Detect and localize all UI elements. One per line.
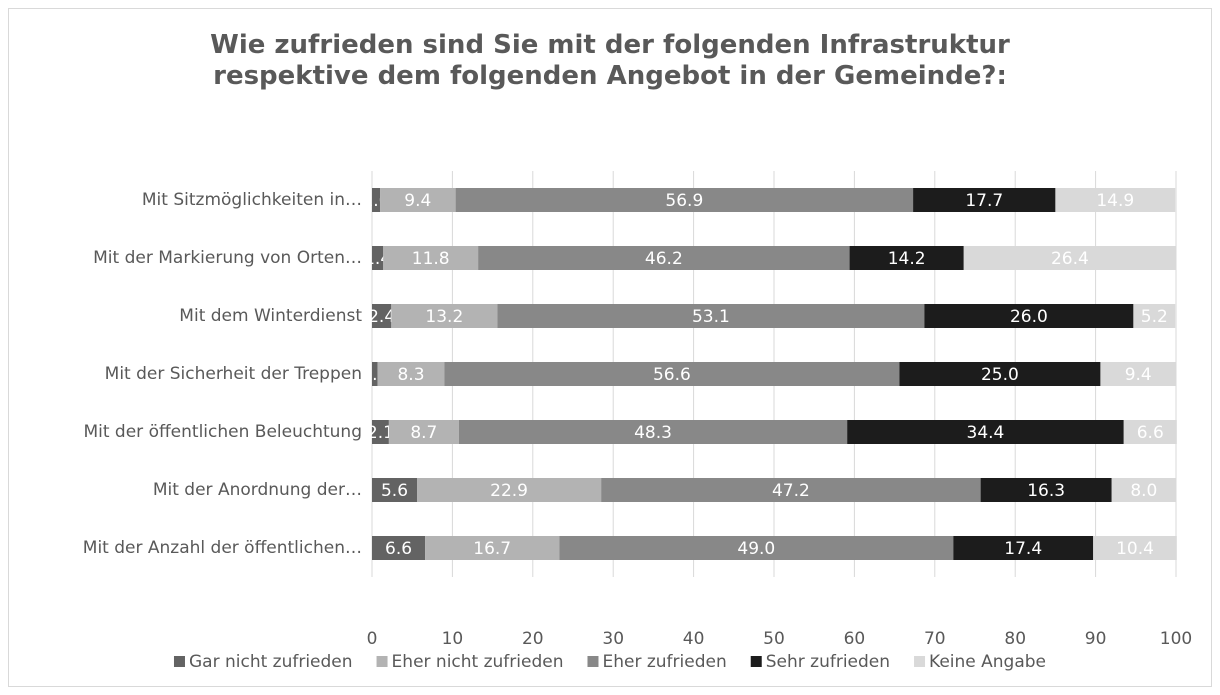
- data-label: 17.4: [1004, 539, 1042, 559]
- chart-title: Wie zufrieden sind Sie mit der folgenden…: [210, 30, 1010, 91]
- data-label: 16.3: [1027, 481, 1065, 501]
- x-tick-label: 70: [924, 629, 946, 649]
- data-label: 9.4: [1125, 365, 1152, 385]
- data-label: 14.9: [1096, 191, 1134, 211]
- bar-segment: [1100, 362, 1176, 386]
- bar-segment: [601, 478, 981, 502]
- data-label: 47.2: [772, 481, 810, 501]
- data-label: 49.0: [737, 539, 775, 559]
- frame: [8, 8, 1212, 687]
- bar-segment: [372, 420, 389, 444]
- bar-segment: [899, 362, 1101, 386]
- y-tick-label: Mit der Markierung von Orten…: [93, 248, 362, 268]
- bar-segment: [1055, 188, 1176, 212]
- data-label: 8.3: [397, 365, 424, 385]
- legend-swatch: [376, 656, 388, 667]
- data-label: 48.3: [634, 423, 672, 443]
- bar-segment: [383, 246, 479, 270]
- data-label: 56.9: [665, 191, 703, 211]
- bar-segment: [559, 536, 954, 560]
- data-label: 6.6: [1137, 423, 1164, 443]
- x-tick-label: 80: [1004, 629, 1026, 649]
- bar-segment: [953, 536, 1094, 560]
- x-tick-label: 50: [763, 629, 785, 649]
- bar-segment: [377, 362, 445, 386]
- data-label: 56.6: [653, 365, 691, 385]
- data-label: 34.4: [967, 423, 1005, 443]
- bar-segment: [913, 188, 1056, 212]
- bar-segment: [425, 536, 560, 560]
- bar-segment: [924, 304, 1134, 328]
- bar-segment: [980, 478, 1112, 502]
- bar-segment: [372, 246, 384, 270]
- y-tick-label: Mit der öffentlichen Beleuchtung: [83, 422, 362, 442]
- x-tick-label: 100: [1160, 629, 1192, 649]
- data-label: 5.6: [381, 481, 408, 501]
- bar-segment: [417, 478, 602, 502]
- legend-label: Keine Angabe: [929, 652, 1046, 672]
- bar-segment: [478, 246, 850, 270]
- legend-label: Sehr zufrieden: [766, 652, 890, 672]
- bar-segment: [458, 420, 848, 444]
- data-label: 26.4: [1051, 249, 1089, 269]
- legend-label: Eher zufrieden: [602, 652, 726, 672]
- bar-segment: [380, 188, 456, 212]
- bar-segment: [372, 362, 378, 386]
- bar-segment: [388, 420, 459, 444]
- data-label: 9.4: [404, 191, 431, 211]
- y-tick-label: Mit Sitzmöglichkeiten in…: [142, 190, 362, 210]
- data-label: 2.1: [367, 423, 394, 443]
- data-label: 6.6: [385, 539, 412, 559]
- data-label: 22.9: [490, 481, 528, 501]
- x-tick-label: 10: [442, 629, 464, 649]
- bar-segment: [391, 304, 498, 328]
- y-tick-label: Mit der Sicherheit der Treppen: [105, 364, 362, 384]
- data-label: 8.0: [1130, 481, 1157, 501]
- x-tick-label: 30: [602, 629, 624, 649]
- data-label: 14.2: [888, 249, 926, 269]
- legend-swatch: [173, 656, 185, 667]
- data-label: 46.2: [645, 249, 683, 269]
- legend-label: Gar nicht zufrieden: [189, 652, 353, 672]
- bar-segment: [497, 304, 925, 328]
- legend-swatch: [750, 656, 762, 667]
- x-tick-label: 90: [1085, 629, 1107, 649]
- y-tick-label: Mit der Anordnung der…: [153, 480, 362, 500]
- x-tick-label: 0: [367, 629, 378, 649]
- data-label: 26.0: [1010, 307, 1048, 327]
- data-label: 17.7: [965, 191, 1003, 211]
- bar-segment: [372, 478, 418, 502]
- data-label: 25.0: [981, 365, 1019, 385]
- legend-swatch: [914, 656, 926, 667]
- data-label: 11.8: [412, 249, 450, 269]
- legend-label: Eher nicht zufrieden: [392, 652, 564, 672]
- data-label: 13.2: [425, 307, 463, 327]
- bar-segment: [1111, 478, 1176, 502]
- bar-segment: [1133, 304, 1176, 328]
- data-label: 2.4: [368, 307, 395, 327]
- x-tick-label: 60: [844, 629, 866, 649]
- data-label: 10.4: [1116, 539, 1154, 559]
- bar-segment: [444, 362, 900, 386]
- bar-segment: [455, 188, 914, 212]
- bar-segment: [849, 246, 964, 270]
- y-tick-label: Mit der Anzahl der öffentlichen…: [83, 538, 362, 558]
- bar-segment: [372, 188, 381, 212]
- bar-segment: [372, 304, 392, 328]
- data-label: 16.7: [473, 539, 511, 559]
- data-label: 5.2: [1141, 307, 1168, 327]
- legend-swatch: [587, 656, 599, 667]
- bar-segment: [1093, 536, 1177, 560]
- data-label: 53.1: [692, 307, 730, 327]
- bar-segment: [847, 420, 1124, 444]
- y-tick-label: Mit dem Winterdienst: [179, 306, 362, 326]
- bar-segment: [963, 246, 1176, 270]
- data-label: 8.7: [410, 423, 437, 443]
- bar-segment: [372, 536, 426, 560]
- bar-segment: [1123, 420, 1177, 444]
- x-tick-label: 40: [683, 629, 705, 649]
- x-tick-label: 20: [522, 629, 544, 649]
